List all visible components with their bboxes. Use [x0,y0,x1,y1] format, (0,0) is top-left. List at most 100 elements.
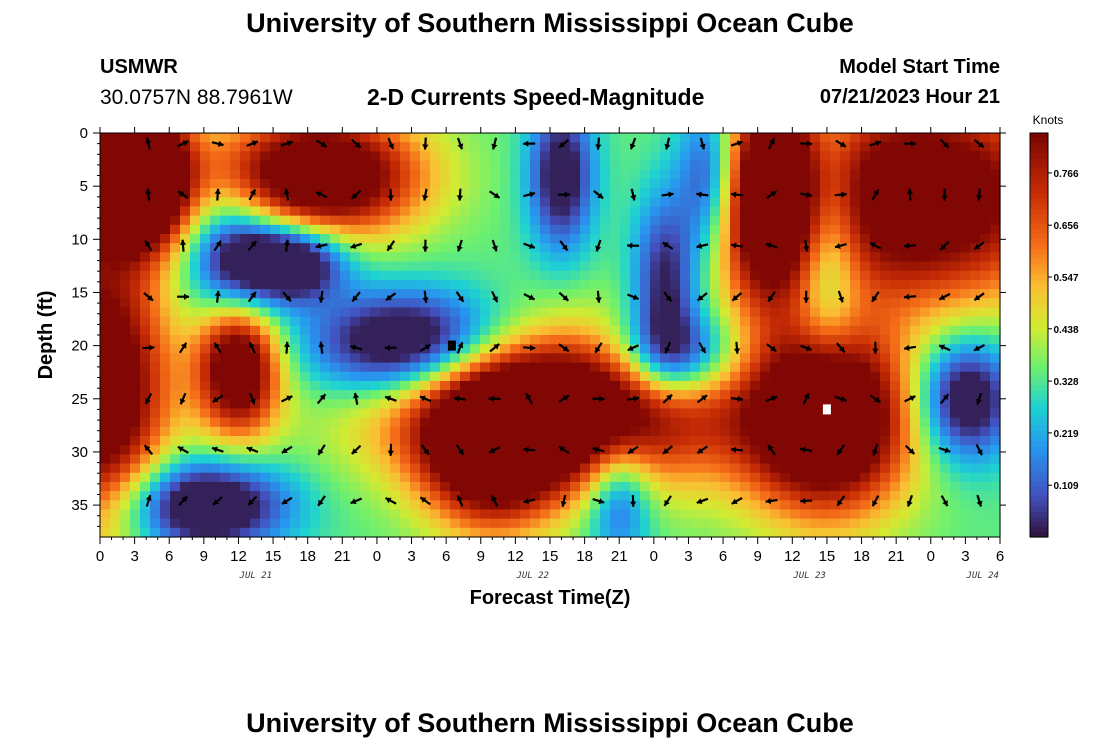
heatmap-cell [320,234,331,244]
arrow-head [800,497,806,504]
heatmap-cell [370,316,381,327]
heatmap-cell [650,224,661,235]
heatmap-cell [490,252,501,263]
heatmap-cell [120,518,131,529]
heatmap-cell [960,261,971,272]
heatmap-cell [860,142,871,152]
heatmap-cell [380,472,391,483]
heatmap-cell [580,206,591,217]
heatmap-cell [830,224,841,235]
heatmap-cell [320,243,331,253]
heatmap-cell [630,454,641,465]
heatmap-cell [600,472,611,483]
arrow-head [350,243,357,249]
heatmap-cell [160,224,171,235]
heatmap-cell [500,224,511,235]
heatmap-cell [310,206,321,217]
heatmap-cell [130,472,141,483]
heatmap-cell [950,472,961,483]
heatmap-cell [620,380,631,391]
heatmap-cell [540,481,551,492]
heatmap-cell [110,481,121,492]
arrow-head [422,246,429,252]
heatmap-cell [920,197,931,208]
heatmap-cell [240,316,251,327]
heatmap-cell [380,518,391,529]
heatmap-cell [890,316,901,327]
heatmap-cell [950,335,961,345]
heatmap-cell [130,463,141,474]
heatmap-cell [900,279,911,290]
heatmap-cell [240,197,251,208]
heatmap-cell [460,325,471,336]
heatmap-cell [230,491,241,501]
heatmap-cell [230,500,241,511]
heatmap-cell [450,481,461,492]
heatmap-cell [510,252,521,263]
heatmap-cell [660,151,671,162]
current-arrow [456,494,464,507]
heatmap-cell [710,188,721,198]
heatmap-cell [820,380,831,391]
heatmap-cell [210,215,221,226]
heatmap-cell [930,197,941,208]
heatmap-cell [120,426,131,437]
heatmap-cell [300,399,311,410]
heatmap-cell [160,417,171,428]
heatmap-cell [240,169,251,180]
heatmap-cell [640,160,651,171]
heatmap-cell [610,316,621,327]
heatmap-cell [600,509,611,520]
heatmap-cell [540,142,551,152]
heatmap-cell [830,463,841,474]
heatmap-cell [630,206,641,217]
heatmap-cell [770,481,781,492]
current-arrow [730,395,744,402]
heatmap-cell [230,481,241,492]
heatmap-cell [310,481,321,492]
heatmap-cell [740,188,751,198]
heatmap-cell [680,362,691,373]
heatmap-cell [770,371,781,382]
heatmap-cell [750,463,761,474]
heatmap-cell [190,298,201,309]
heatmap-cell [150,481,161,492]
heatmap-cell [320,335,331,345]
heatmap-cell [350,142,361,152]
heatmap-cell [290,178,301,189]
heatmap-cell [610,243,621,253]
heatmap-cell [570,436,581,446]
heatmap-cell [700,491,711,501]
heatmap-cell [530,142,541,152]
current-arrow [558,291,570,302]
heatmap-cell [860,206,871,217]
heatmap-cell [560,417,571,428]
heatmap-cell [820,142,831,152]
heatmap-cell [970,454,981,465]
heatmap-cell [520,252,531,263]
heatmap-cell [520,142,531,152]
heatmap-cell [310,325,321,336]
heatmap-cell [220,142,231,152]
heatmap-cell [800,335,811,345]
heatmap-cell [730,335,741,345]
current-arrow [767,444,776,456]
heatmap-cell [160,353,171,364]
heatmap-cell [760,426,771,437]
heatmap-cell [870,527,881,538]
heatmap-cell [920,353,931,364]
heatmap-cell [200,307,211,318]
heatmap-cell [730,399,741,410]
heatmap-cell [920,316,931,327]
heatmap-cell [450,151,461,162]
heatmap-cell [410,188,421,198]
heatmap-cell [370,463,381,474]
current-arrow [976,188,983,201]
heatmap-cell [920,390,931,400]
heatmap-cell [590,491,601,501]
heatmap-cell [690,178,701,189]
heatmap-cell [790,399,801,410]
heatmap-cell [560,197,571,208]
arrow-head [491,143,498,150]
heatmap-cell [350,298,361,309]
